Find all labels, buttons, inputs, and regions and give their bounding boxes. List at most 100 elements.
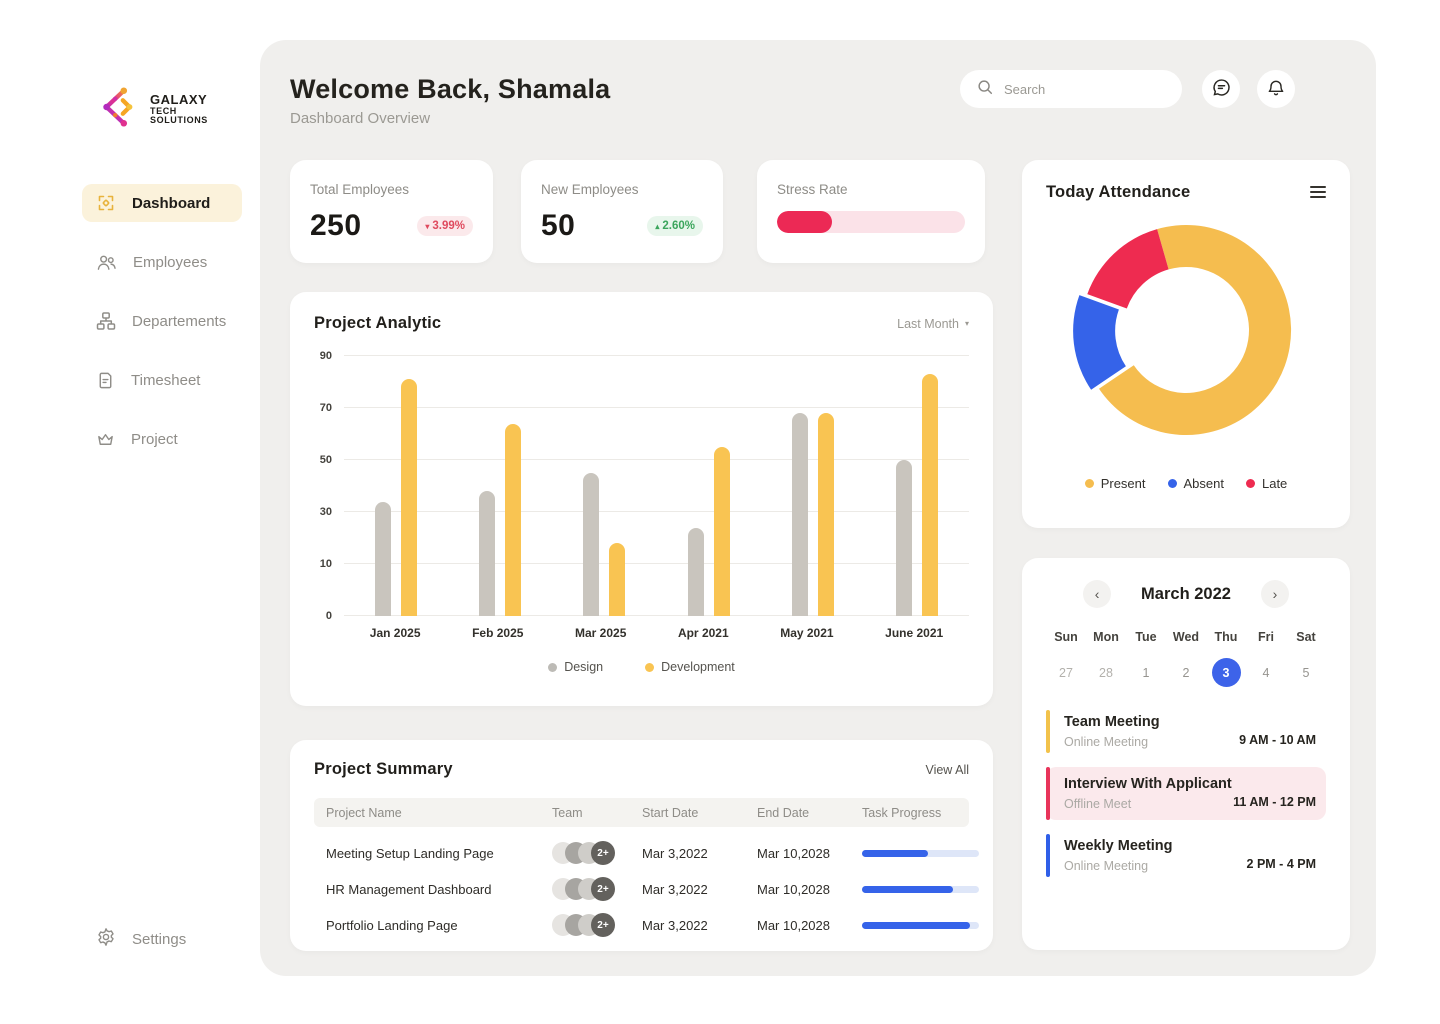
event-accent-bar xyxy=(1046,767,1050,820)
event-time: 2 PM - 4 PM xyxy=(1246,857,1316,871)
event-item[interactable]: Team Meeting Online Meeting 9 AM - 10 AM xyxy=(1046,705,1326,758)
table-column-header: End Date xyxy=(757,805,810,820)
sidebar-item-employees[interactable]: Employees xyxy=(82,243,242,281)
calendar-grid: Sun Mon Tue Wed Thu Fri Sat 27 28 1 2 3 4 5 xyxy=(1046,630,1326,687)
x-tick-label: June 2021 xyxy=(885,626,944,640)
project-icon xyxy=(96,430,115,449)
calendar-date-selected[interactable]: 3 xyxy=(1211,658,1241,687)
end-date-cell: Mar 10,2028 xyxy=(757,881,830,897)
table-column-header: Task Progress xyxy=(862,805,942,820)
y-tick-label: 30 xyxy=(319,506,332,518)
brand: GALAXY TECH SOLUTIONS xyxy=(96,84,208,135)
stat-value: 50 xyxy=(541,209,576,242)
dashboard-icon xyxy=(96,193,116,213)
gridline xyxy=(344,355,969,356)
calendar-next-button[interactable]: › xyxy=(1260,580,1289,608)
chevron-right-icon: › xyxy=(1272,586,1278,602)
notifications-button[interactable] xyxy=(1257,70,1295,108)
bar-design xyxy=(375,501,392,616)
menu-icon[interactable] xyxy=(1310,182,1326,202)
table-row[interactable]: HR Management Dashboard 2+ Mar 3,2022 Mar 1… xyxy=(314,871,979,907)
team-count-badge: 2+ xyxy=(591,913,615,937)
gridline xyxy=(344,459,969,460)
x-tick-label: Mar 2025 xyxy=(575,626,627,640)
event-item[interactable]: Interview With Applicant Offline Meet 11 A… xyxy=(1046,767,1326,820)
legend-dot xyxy=(548,662,558,672)
bar-development xyxy=(817,413,834,616)
bar-group xyxy=(895,374,938,616)
departments-icon xyxy=(96,311,116,331)
messages-button[interactable] xyxy=(1202,70,1240,108)
x-tick-label: Apr 2021 xyxy=(677,626,729,640)
calendar-date[interactable]: 1 xyxy=(1142,665,1150,680)
search-bar[interactable] xyxy=(960,70,1182,108)
bar-groups xyxy=(344,356,969,616)
sidebar-item-label: Employees xyxy=(133,253,208,271)
task-progress-cell xyxy=(862,849,979,857)
event-title: Team Meeting xyxy=(1064,714,1160,730)
bar-development xyxy=(609,543,626,616)
sidebar-item-dashboard[interactable]: Dashboard xyxy=(82,184,242,222)
table-row[interactable]: Meeting Setup Landing Page 2+ Mar 3,2022 Ma… xyxy=(314,835,979,871)
y-tick-label: 50 xyxy=(319,454,332,466)
new-employees-card: New Employees 50 ▴ 2.60% xyxy=(521,160,723,263)
bar-development xyxy=(505,423,522,616)
gridline xyxy=(344,563,969,564)
event-item[interactable]: Weekly Meeting Online Meeting 2 PM - 4 PM xyxy=(1046,829,1326,882)
stress-progress-track xyxy=(777,211,965,233)
sidebar-item-timesheet[interactable]: Timesheet xyxy=(82,361,242,399)
project-name-cell: HR Management Dashboard xyxy=(326,881,492,897)
view-all-link[interactable]: View All xyxy=(925,762,969,777)
progress-fill xyxy=(862,921,970,929)
legend-label: Absent xyxy=(1183,476,1224,491)
legend-dot xyxy=(1084,479,1094,488)
legend-label: Late xyxy=(1261,476,1288,491)
calendar-date[interactable]: 27 xyxy=(1059,665,1073,680)
attendance-donut-chart xyxy=(1068,212,1304,448)
sidebar-item-label: Dashboard xyxy=(132,194,211,212)
bar-design xyxy=(687,527,704,616)
today-attendance-card: Today Attendance Present Absent Late xyxy=(1022,160,1350,528)
calendar-day-header: Fri xyxy=(1258,630,1274,644)
sidebar-item-departements[interactable]: Departements xyxy=(82,302,242,340)
sidebar-item-settings[interactable]: Settings xyxy=(82,920,242,958)
brand-name: GALAXY xyxy=(150,92,208,108)
calendar-day-header: Thu xyxy=(1214,630,1238,644)
gridline xyxy=(344,511,969,512)
start-date-cell: Mar 3,2022 xyxy=(642,845,708,861)
legend-item-design: Design xyxy=(548,660,603,674)
calendar-date[interactable]: 5 xyxy=(1302,665,1310,680)
chart-filter-dropdown[interactable]: Last Month ▾ xyxy=(897,317,969,331)
event-accent-bar xyxy=(1046,710,1050,753)
calendar-date[interactable]: 4 xyxy=(1262,665,1270,680)
calendar-prev-button[interactable]: ‹ xyxy=(1083,580,1112,608)
employees-icon xyxy=(96,253,117,272)
brand-sub1: TECH xyxy=(150,105,177,116)
bar-group xyxy=(791,413,834,616)
calendar-date[interactable]: 2 xyxy=(1182,665,1190,680)
project-analytic-card: Project Analytic Last Month ▾ 0 10 30 50 70 9… xyxy=(290,292,993,706)
bar-design xyxy=(791,413,808,616)
table-row[interactable]: Portfolio Landing Page 2+ Mar 3,2022 Mar 10… xyxy=(314,907,979,943)
chevron-down-icon: ▾ xyxy=(964,319,969,328)
start-date-cell: Mar 3,2022 xyxy=(642,881,708,897)
sidebar-item-project[interactable]: Project xyxy=(82,420,242,458)
event-time: 9 AM - 10 AM xyxy=(1239,733,1316,747)
bar-chart-xlabels: Jan 2025 Feb 2025 Mar 2025 Apr 2021 May 2021… xyxy=(344,626,969,640)
table-column-header: Project Name xyxy=(326,805,402,820)
sidebar-item-label: Departements xyxy=(132,312,227,330)
stat-value: 250 xyxy=(310,209,362,242)
stress-progress-fill xyxy=(777,211,832,233)
sidebar-item-label: Timesheet xyxy=(131,371,201,389)
search-input[interactable] xyxy=(1004,81,1154,97)
bar-group xyxy=(375,379,418,616)
event-title: Interview With Applicant xyxy=(1064,776,1232,792)
sidebar-item-label: Project xyxy=(131,430,178,448)
legend-item-present: Present xyxy=(1084,476,1146,491)
sidebar-nav: Dashboard Employees Departements Timesheet P… xyxy=(82,184,242,458)
calendar-date[interactable]: 28 xyxy=(1099,665,1113,680)
legend-item-absent: Absent xyxy=(1167,476,1224,491)
calendar-day-header: Wed xyxy=(1172,630,1200,644)
calendar-day-header: Sat xyxy=(1296,630,1316,644)
y-tick-label: 0 xyxy=(325,610,332,622)
